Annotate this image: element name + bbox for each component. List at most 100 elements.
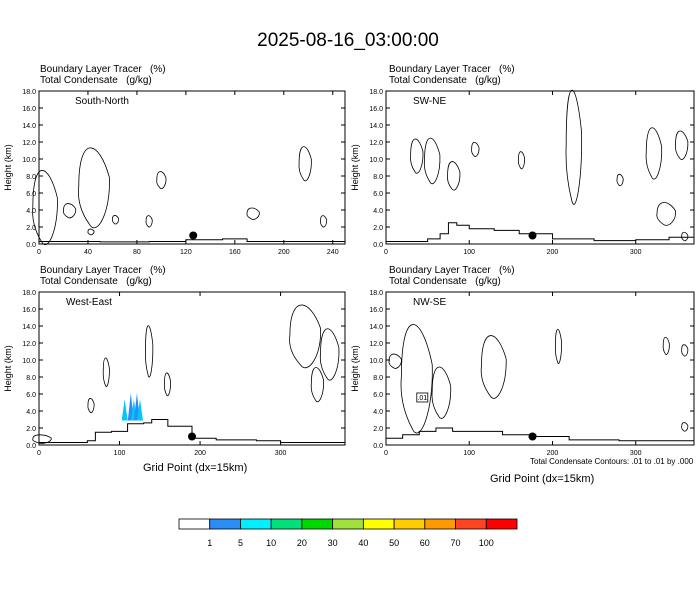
x-axis-title-right: Grid Point (dx=15km) xyxy=(490,473,595,485)
colorbar-swatch xyxy=(270,518,303,530)
y-tick-label: 12.0 xyxy=(22,140,36,147)
y-tick-label: 6.0 xyxy=(26,392,36,399)
colorbar-swatch xyxy=(240,518,272,530)
x-tick-label: 200 xyxy=(547,249,559,256)
panel-name: SW-NE xyxy=(413,96,446,107)
y-tick-label: 14.0 xyxy=(369,324,383,331)
panel-header-swne: Boundary Layer Tracer (%) Total Condensat… xyxy=(389,64,515,86)
condensate-contour xyxy=(423,137,441,185)
y-tick-label: 18.0 xyxy=(369,290,383,297)
condensate-contour xyxy=(410,138,424,174)
x-tick-label: 0 xyxy=(37,249,41,256)
contour-label-text: .01 xyxy=(417,395,427,402)
x-tick-label: 100 xyxy=(114,450,126,457)
tracer-fill xyxy=(136,399,143,421)
contour-footnote: Total Condensate Contours: .01 to .01 by… xyxy=(530,457,694,466)
condensate-contour xyxy=(145,215,153,228)
condensate-contour xyxy=(447,161,461,191)
condensate-contour xyxy=(681,231,689,242)
tracer-fill xyxy=(121,399,128,421)
panel-west-east: 0.0 2.0 4.0 6.0 8.0 10.0 12.0 14.0 16.0 18.0 0 100 2… xyxy=(3,290,346,457)
y-tick-label: 10.0 xyxy=(22,157,36,164)
colorbar-swatch xyxy=(485,518,518,530)
x-tick-label: 240 xyxy=(327,249,339,256)
colorbar-label: 70 xyxy=(451,538,461,548)
colorbar-label: 10 xyxy=(266,538,276,548)
y-tick-label: 18.0 xyxy=(369,89,383,96)
condensate-contour xyxy=(145,325,154,378)
panel-sw-ne: 0.0 2.0 4.0 6.0 8.0 10.0 12.0 14.0 16.0 18.0 0 100 2… xyxy=(350,89,695,256)
condensate-contour xyxy=(388,353,402,369)
y-tick-label: 2.0 xyxy=(26,426,36,433)
header-line-2: Total Condensate (g/kg) xyxy=(389,75,501,86)
condensate-contour xyxy=(87,228,95,236)
panel-header-sn: Boundary Layer Tracer (%) Total Condensat… xyxy=(40,64,166,86)
y-tick-label: 0.0 xyxy=(26,242,36,249)
figure-title: 2025-08-16_03:00:00 xyxy=(257,30,439,51)
header-line-2: Total Condensate (g/kg) xyxy=(40,75,152,86)
condensate-contour xyxy=(78,147,110,229)
x-tick-label: 200 xyxy=(547,450,559,457)
x-tick-label: 200 xyxy=(194,450,206,457)
condensate-contour xyxy=(111,215,119,225)
y-tick-label: 10.0 xyxy=(22,358,36,365)
colorbar-label: 50 xyxy=(389,538,399,548)
colorbar-swatch xyxy=(393,518,426,530)
colorbar-swatch xyxy=(455,518,487,530)
x-tick-label: 100 xyxy=(463,249,475,256)
condensate-contour xyxy=(32,170,58,245)
x-tick-label: 100 xyxy=(463,450,475,457)
y-tick-label: 16.0 xyxy=(369,106,383,113)
y-tick-label: 8.0 xyxy=(26,174,36,181)
condensate-contour xyxy=(517,151,526,170)
condensate-contour xyxy=(163,372,171,397)
panel-header-nwse: Boundary Layer Tracer (%) Total Condensat… xyxy=(389,265,515,287)
y-tick-label: 2.0 xyxy=(373,225,383,232)
x-tick-label: 300 xyxy=(630,450,642,457)
y-tick-label: 4.0 xyxy=(26,409,36,416)
x-tick-label: 300 xyxy=(275,450,287,457)
y-axis-title: Height (km) xyxy=(350,345,360,392)
x-tick-label: 300 xyxy=(630,249,642,256)
y-tick-label: 2.0 xyxy=(373,426,383,433)
colorbar-swatch xyxy=(209,518,241,530)
plot-frame xyxy=(38,291,346,446)
location-marker xyxy=(189,231,198,240)
colorbar-swatch xyxy=(424,518,456,530)
y-tick-label: 2.0 xyxy=(26,225,36,232)
panel-name: South-North xyxy=(75,96,129,107)
y-tick-label: 14.0 xyxy=(369,123,383,130)
y-tick-label: 4.0 xyxy=(26,208,36,215)
x-axis-title-left: Grid Point (dx=15km) xyxy=(143,462,248,474)
condensate-contour xyxy=(480,335,507,399)
condensate-contour xyxy=(662,337,670,355)
y-tick-label: 18.0 xyxy=(22,290,36,297)
colorbar-label: 20 xyxy=(297,538,307,548)
x-tick-label: 200 xyxy=(278,249,290,256)
y-tick-label: 6.0 xyxy=(373,191,383,198)
condensate-contour xyxy=(645,127,663,180)
y-axis-title: Height (km) xyxy=(3,144,13,191)
panel-name: NW-SE xyxy=(413,297,446,308)
colorbar-swatch xyxy=(332,518,364,530)
y-tick-label: 6.0 xyxy=(26,191,36,198)
condensate-contour xyxy=(565,89,583,205)
plot-frame xyxy=(385,90,695,245)
panel-name: West-East xyxy=(66,297,112,308)
y-tick-label: 12.0 xyxy=(369,140,383,147)
y-tick-label: 16.0 xyxy=(369,307,383,314)
y-tick-label: 4.0 xyxy=(373,409,383,416)
y-tick-label: 12.0 xyxy=(369,341,383,348)
colorbar-swatch xyxy=(362,518,395,530)
panel-nw-se: 0.0 2.0 4.0 6.0 8.0 10.0 12.0 14.0 16.0 18.0 0 100 2… xyxy=(350,290,695,457)
condensate-contour xyxy=(62,203,77,219)
condensate-contour xyxy=(431,366,452,419)
condensate-contour xyxy=(289,304,321,369)
colorbar: 1 5 10 20 30 40 50 60 70 100 xyxy=(178,518,518,548)
y-tick-label: 12.0 xyxy=(22,341,36,348)
panel-header-we: Boundary Layer Tracer (%) Total Condensat… xyxy=(40,265,166,287)
y-tick-label: 14.0 xyxy=(22,123,36,130)
x-tick-label: 0 xyxy=(37,450,41,457)
condensate-contour xyxy=(102,357,110,387)
colorbar-swatch xyxy=(178,518,211,530)
